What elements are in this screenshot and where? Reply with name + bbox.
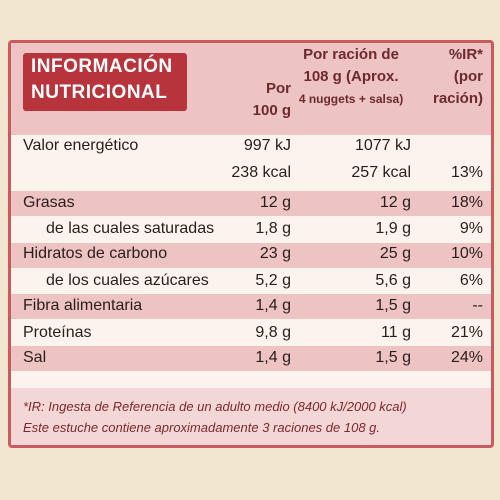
column-header: Por	[265, 80, 291, 97]
footnote: *IR: Ingesta de Referencia de un adulto …	[23, 399, 407, 414]
cell: 12 g	[379, 194, 411, 211]
cell: 1,5 g	[375, 349, 411, 366]
column-header: Por ración de	[303, 46, 399, 63]
column-header: 108 g (Aprox.	[303, 68, 399, 85]
cell: 23 g	[259, 245, 291, 262]
row-label: Valor energético	[23, 137, 139, 154]
cell: 9,8 g	[255, 324, 291, 341]
title: INFORMACIÓN	[31, 56, 173, 77]
row-label: Sal	[23, 349, 47, 366]
column-header: ración)	[432, 90, 483, 107]
cell: 18%	[450, 194, 483, 211]
row-band	[11, 294, 491, 319]
cell: 11 g	[381, 324, 411, 341]
cell: 10%	[450, 245, 483, 262]
cell: 1,8 g	[255, 220, 291, 237]
cell: 238 kcal	[231, 164, 291, 181]
cell: 24%	[450, 349, 483, 366]
cell: 1,4 g	[255, 349, 291, 366]
row-label: de las cuales saturadas	[46, 220, 215, 237]
footnote: Este estuche contiene aproximadamente 3 …	[23, 420, 381, 435]
column-header: %IR*	[448, 46, 483, 63]
cell: 5,6 g	[375, 272, 411, 289]
footnote-band	[11, 388, 491, 445]
column-header: 100 g	[252, 102, 291, 119]
row-label: de los cuales azúcares	[46, 272, 209, 289]
row-band	[11, 243, 491, 268]
cell: 1,9 g	[375, 220, 411, 237]
row-band	[11, 346, 491, 371]
column-header: (por	[453, 68, 483, 85]
cell: 1,5 g	[375, 297, 411, 314]
title: NUTRICIONAL	[31, 82, 168, 103]
row-label: Proteínas	[23, 324, 92, 341]
row-label: Grasas	[23, 194, 75, 211]
cell: 9%	[459, 220, 483, 237]
nutrition-label: INFORMACIÓN NUTRICIONAL Por 100 g Por ración…	[8, 40, 494, 448]
row-label: Hidratos de carbono	[23, 245, 168, 262]
cell: 25 g	[379, 245, 411, 262]
cell: --	[472, 297, 483, 314]
cell: 6%	[459, 272, 483, 289]
cell: 21%	[450, 324, 483, 341]
cell: 12 g	[259, 194, 291, 211]
cell: 5,2 g	[255, 272, 291, 289]
column-header: 4 nuggets + salsa)	[298, 92, 404, 106]
title-box	[23, 53, 187, 111]
row-label: Fibra alimentaria	[23, 297, 143, 314]
cell: 997 kJ	[243, 137, 291, 154]
cell: 1,4 g	[255, 297, 291, 314]
cell: 13%	[450, 164, 483, 181]
row-band	[11, 191, 491, 216]
cell: 1077 kJ	[354, 137, 411, 154]
cell: 257 kcal	[351, 164, 411, 181]
